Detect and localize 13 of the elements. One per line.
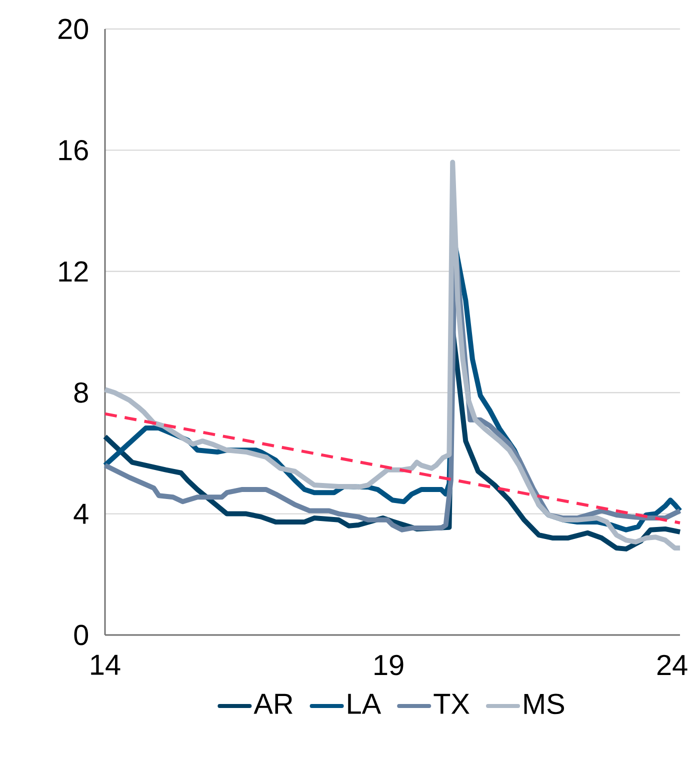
- y-tick-label: 8: [74, 382, 88, 403]
- y-tick-label: 4: [74, 504, 88, 524]
- legend-label: LA: [348, 694, 382, 714]
- legend-label: AR: [254, 694, 292, 714]
- y-tick-label: 16: [59, 140, 88, 160]
- legend-label: MS: [524, 694, 564, 714]
- y-tick-label: 0: [74, 624, 88, 646]
- x-tick-label: 19: [374, 654, 404, 676]
- x-tick-label: 14: [91, 654, 120, 675]
- x-tick-label: 24: [657, 654, 688, 675]
- y-tick-label: 20: [58, 18, 88, 40]
- y-tick-label: 12: [59, 261, 88, 282]
- legend-label: TX: [434, 694, 470, 714]
